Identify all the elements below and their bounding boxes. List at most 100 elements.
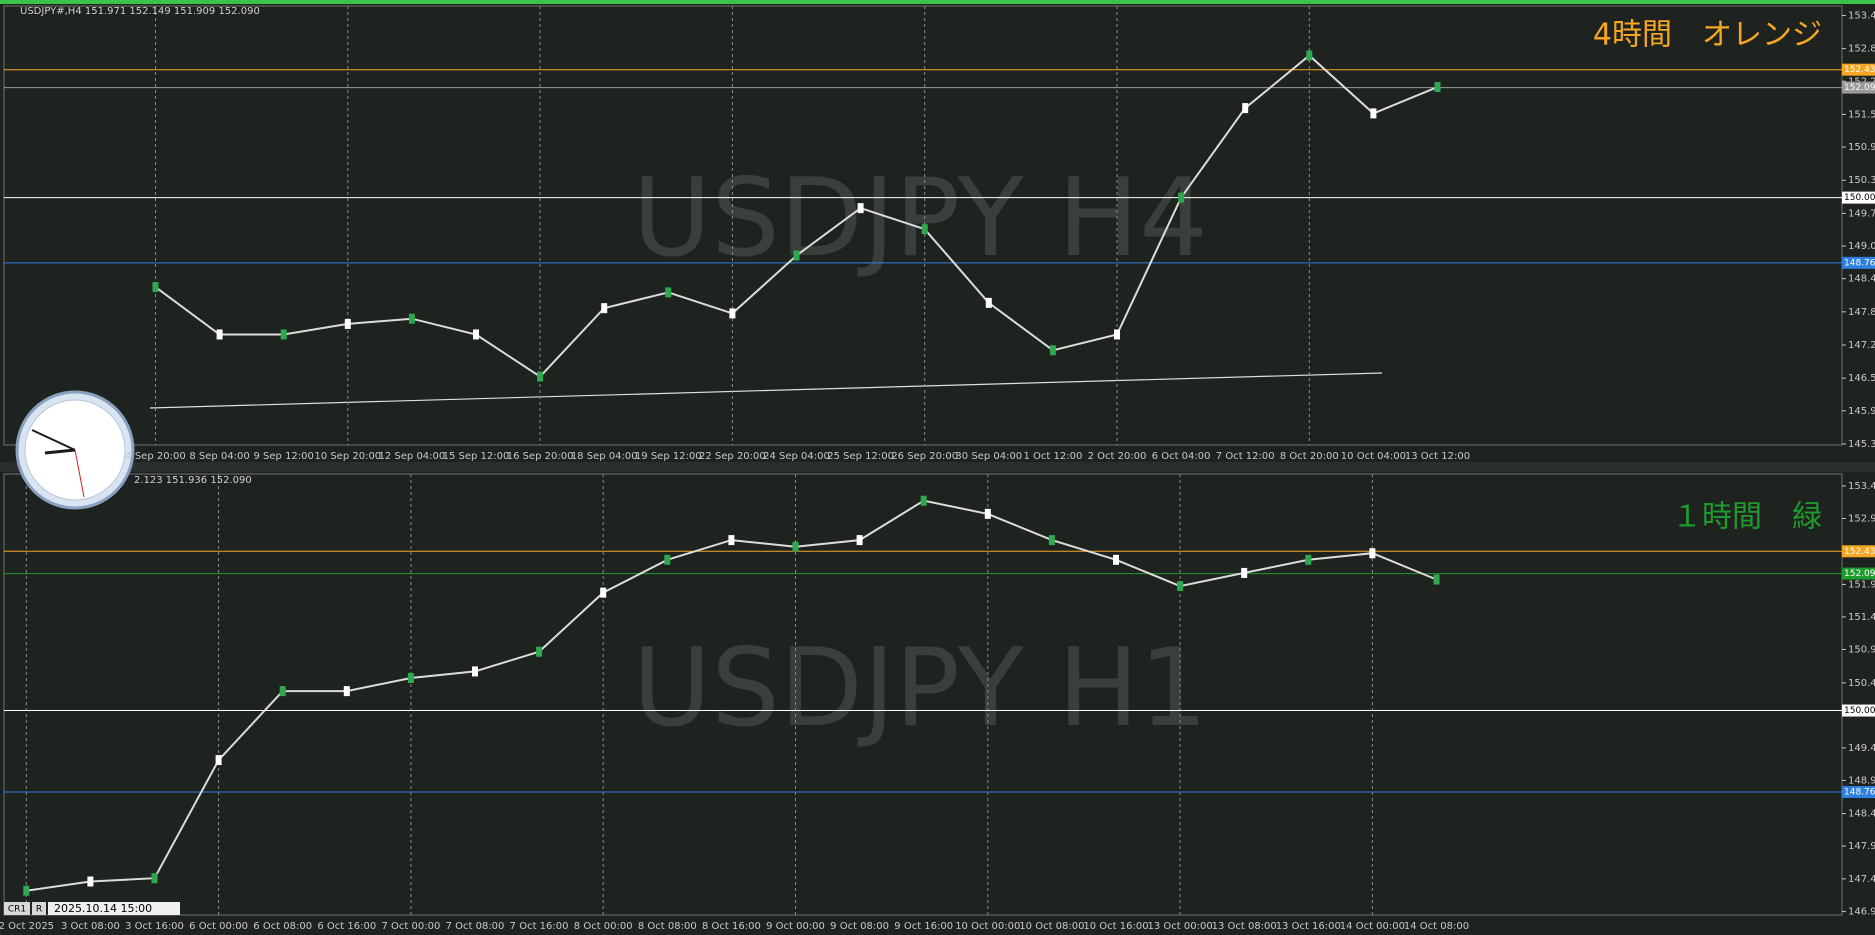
time-label: 13 Oct 12:00	[1405, 451, 1470, 462]
level-label-box	[1842, 63, 1875, 76]
level-label-box	[1842, 567, 1875, 580]
time-label: 10 Sep 20:00	[314, 451, 381, 462]
y-tick-label: 149.08	[1848, 241, 1875, 252]
time-label: 12 Sep 04:00	[379, 451, 446, 462]
level-label-box	[1842, 256, 1875, 269]
second-hand	[74, 449, 85, 498]
status-time-box	[48, 902, 180, 915]
y-tick-label: 149.435	[1848, 743, 1875, 754]
candle	[1048, 535, 1055, 546]
level-label-box	[1842, 191, 1875, 204]
candle	[344, 318, 351, 329]
candle	[279, 686, 286, 697]
candle	[600, 587, 607, 598]
time-label: 8 Sep 04:00	[189, 451, 249, 462]
candle	[665, 287, 672, 298]
hour-hand	[31, 429, 76, 451]
time-label: 13 Oct 00:00	[1147, 921, 1212, 932]
time-label: 26 Sep 20:00	[891, 451, 958, 462]
candle	[1369, 548, 1376, 559]
time-label: 3 Oct 08:00	[61, 921, 120, 932]
time-label: 22 Sep 20:00	[699, 451, 766, 462]
y-tick-label: 147.440	[1848, 874, 1875, 885]
y-tick-label: 147.83	[1848, 307, 1875, 318]
candle	[343, 686, 350, 697]
y-tick-label: 152.930	[1848, 513, 1875, 524]
time-label: 8 Oct 00:00	[574, 921, 633, 932]
time-label: 8 Oct 20:00	[1280, 451, 1339, 462]
candle	[23, 885, 30, 896]
y-tick-label: 148.940	[1848, 775, 1875, 786]
time-label: 2 Oct 20:00	[1088, 451, 1147, 462]
time-label: 7 Oct 00:00	[381, 921, 440, 932]
level-label: 148.763	[1844, 788, 1875, 798]
candle	[1114, 329, 1120, 340]
panel-annotation: １時間 緑	[1672, 500, 1822, 535]
status-tag-text: CR1	[8, 905, 26, 915]
y-tick-label: 147.20	[1848, 340, 1875, 351]
candle	[280, 329, 287, 340]
panel-annotation: 4時間 オレンジ	[1593, 18, 1822, 53]
time-label: 6 Oct 08:00	[253, 921, 312, 932]
watermark: USDJPY H1	[632, 626, 1208, 751]
panel-header: 2.123 151.936 152.090	[134, 475, 252, 486]
candle	[216, 329, 223, 340]
y-tick-label: 145.32	[1848, 439, 1875, 450]
time-label: 1 Oct 12:00	[1023, 451, 1082, 462]
candle	[1178, 192, 1185, 203]
candle	[407, 672, 414, 683]
time-label: 25 Sep 12:00	[827, 451, 894, 462]
candle	[537, 371, 544, 382]
time-label: 24 Sep 04:00	[763, 451, 830, 462]
panel-header: USDJPY#,H4 151.971 152.149 151.909 152.0…	[20, 6, 260, 17]
candle	[793, 250, 800, 261]
trend-line	[149, 372, 1383, 409]
time-label: 19 Sep 12:00	[635, 451, 702, 462]
candle	[472, 666, 478, 677]
y-tick-label: 146.57	[1848, 373, 1875, 384]
time-label: 14 Oct 08:00	[1404, 921, 1469, 932]
splitter	[0, 462, 1875, 472]
time-label: 8 Oct 16:00	[702, 921, 761, 932]
time-label: 18 Sep 04:00	[571, 451, 638, 462]
candle	[1113, 554, 1119, 565]
y-tick-label: 150.425	[1848, 678, 1875, 689]
candle	[920, 495, 927, 506]
time-label: 15 Sep 12:00	[443, 451, 510, 462]
time-label: 6 Oct 04:00	[1152, 451, 1211, 462]
status-tag	[4, 902, 30, 915]
watermark: USDJPY H4	[632, 156, 1208, 281]
y-tick-label: 148.435	[1848, 809, 1875, 820]
time-label: 10 Oct 08:00	[1019, 921, 1084, 932]
candle	[215, 755, 222, 766]
panel-frame	[3, 5, 1843, 446]
level-label: 152.430	[1844, 547, 1875, 557]
time-label: 13 Oct 16:00	[1276, 921, 1341, 932]
candle	[1433, 574, 1440, 585]
time-label: 14 Oct 00:00	[1340, 921, 1405, 932]
level-label-box	[1842, 704, 1875, 717]
candle	[1242, 103, 1249, 114]
level-label: 150.004	[1844, 706, 1875, 716]
time-label: 16 Sep 20:00	[507, 451, 574, 462]
candle	[1177, 581, 1184, 592]
candle	[1306, 50, 1313, 61]
time-label: 7 Oct 16:00	[510, 921, 569, 932]
y-tick-label: 147.940	[1848, 841, 1875, 852]
y-tick-label: 153.46	[1848, 10, 1875, 21]
level-label-box	[1842, 545, 1875, 558]
time-label: 9 Oct 00:00	[766, 921, 825, 932]
level-label: 152.43	[1844, 65, 1875, 75]
time-label: 8 Oct 08:00	[638, 921, 697, 932]
y-tick-label: 145.95	[1848, 406, 1875, 417]
status-tag	[32, 902, 46, 915]
time-label: 2 Oct 2025	[0, 921, 54, 932]
time-label: 9 Oct 16:00	[894, 921, 953, 932]
y-tick-label: 151.58	[1848, 109, 1875, 120]
level-label-box	[1842, 81, 1875, 94]
status-time: 2025.10.14 15:00	[54, 902, 152, 915]
candle	[536, 646, 543, 657]
candle	[729, 308, 736, 319]
y-tick-label: 149.70	[1848, 208, 1875, 219]
time-label: 9 Oct 08:00	[830, 921, 889, 932]
